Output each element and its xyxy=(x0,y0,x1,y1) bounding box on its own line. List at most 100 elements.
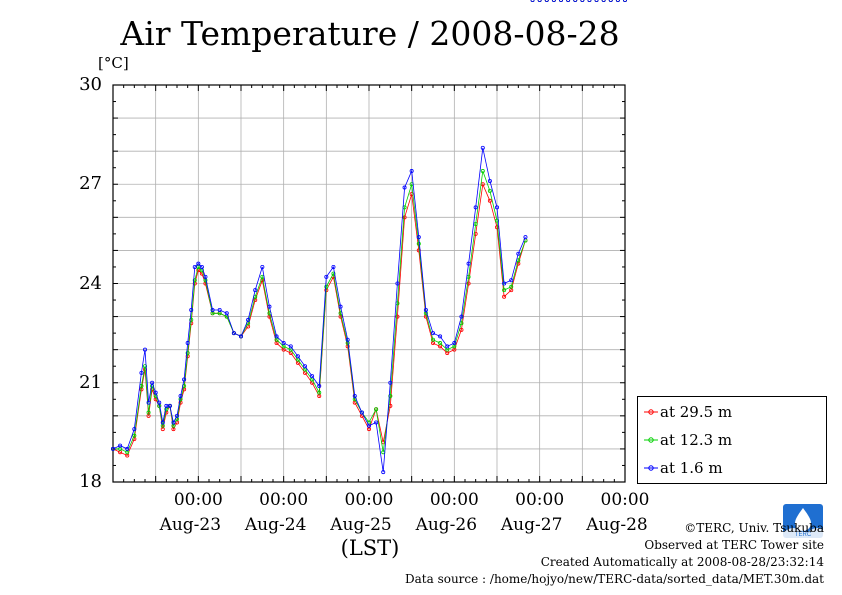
data-point xyxy=(153,390,158,395)
data-point xyxy=(402,215,407,220)
data-point xyxy=(171,420,176,425)
data-point xyxy=(174,413,179,418)
data-point xyxy=(331,271,336,276)
data-point xyxy=(246,317,251,322)
data-point xyxy=(452,341,457,346)
data-point xyxy=(345,337,350,342)
data-point xyxy=(210,307,215,312)
data-point xyxy=(459,327,464,332)
data-source-text: Data source : /home/hojyo/new/TERC-data/… xyxy=(405,572,824,586)
data-point xyxy=(167,403,172,408)
y-tick-label: 21 xyxy=(79,371,102,393)
chart-title: Air Temperature / 2008-08-28 xyxy=(120,14,620,53)
legend: at 29.5 m at 12.3 m at 1.6 m xyxy=(637,396,827,484)
data-point xyxy=(324,284,329,289)
data-point xyxy=(374,420,379,425)
data-point xyxy=(388,380,393,385)
data-point xyxy=(111,446,116,451)
data-point xyxy=(185,341,190,346)
data-point xyxy=(423,307,428,312)
x-tick-time-label: 00:00 xyxy=(600,490,650,510)
legend-marker-green xyxy=(644,437,658,443)
data-point xyxy=(217,307,222,312)
data-point xyxy=(587,0,592,2)
data-point xyxy=(409,169,414,174)
data-point xyxy=(466,261,471,266)
data-point xyxy=(274,334,279,339)
data-point xyxy=(281,341,286,346)
created-text: Created Automatically at 2008-08-28/23:3… xyxy=(540,555,824,569)
data-point xyxy=(178,393,183,398)
data-point xyxy=(146,410,151,415)
data-point xyxy=(381,470,386,475)
data-point xyxy=(487,198,492,203)
copyright-text: ©TERC, Univ. Tsukuba xyxy=(684,521,824,535)
data-point xyxy=(185,350,190,355)
data-point xyxy=(366,423,371,428)
data-point xyxy=(199,264,204,269)
data-point xyxy=(118,443,123,448)
x-tick-date-label: Aug-26 xyxy=(415,515,478,535)
x-tick-date-label: Aug-24 xyxy=(244,515,307,535)
x-tick-time-label: 00:00 xyxy=(259,490,309,510)
data-point xyxy=(473,205,478,210)
data-point xyxy=(573,0,578,2)
x-tick-time-label: 00:00 xyxy=(429,490,479,510)
data-point xyxy=(416,241,421,246)
data-point xyxy=(438,341,443,346)
data-point xyxy=(388,393,393,398)
data-point xyxy=(509,278,514,283)
x-tick-date-label: Aug-27 xyxy=(500,515,563,535)
data-point xyxy=(502,288,507,293)
data-point xyxy=(260,264,265,269)
data-point xyxy=(601,0,606,2)
legend-label: at 1.6 m xyxy=(660,459,723,477)
data-point xyxy=(530,0,535,2)
x-tick-date-label: Aug-25 xyxy=(330,515,392,535)
data-point xyxy=(509,284,514,289)
data-point xyxy=(445,344,450,349)
data-point xyxy=(192,264,197,269)
data-point xyxy=(480,169,485,174)
data-point xyxy=(559,0,563,2)
y-tick-label: 27 xyxy=(79,173,102,195)
data-point xyxy=(494,205,499,210)
x-tick-time-label: 00:00 xyxy=(173,490,223,510)
data-point xyxy=(480,145,485,150)
series-line xyxy=(113,170,526,453)
data-point xyxy=(267,304,272,309)
y-tick-label: 30 xyxy=(79,74,102,95)
legend-marker-red xyxy=(644,409,658,415)
data-point xyxy=(146,400,151,405)
observed-text: Observed at TERC Tower site xyxy=(644,538,824,552)
data-point xyxy=(331,264,336,269)
legend-marker-blue xyxy=(644,465,658,471)
legend-label: at 12.3 m xyxy=(660,431,733,449)
data-point xyxy=(192,278,197,283)
data-point xyxy=(189,307,194,312)
data-point xyxy=(594,0,599,2)
legend-label: at 29.5 m xyxy=(660,403,733,421)
data-point xyxy=(459,314,464,319)
y-axis-unit: [°C] xyxy=(98,54,129,72)
x-tick-date-label: Aug-23 xyxy=(159,515,222,535)
data-point xyxy=(438,334,443,339)
data-point xyxy=(338,304,343,309)
data-point xyxy=(352,393,357,398)
data-point xyxy=(324,274,329,279)
data-point xyxy=(288,344,293,349)
data-point xyxy=(224,311,229,316)
data-point xyxy=(310,374,315,379)
data-point xyxy=(142,364,147,369)
data-point xyxy=(402,185,407,190)
data-point xyxy=(142,347,147,352)
data-point xyxy=(430,331,435,336)
x-tick-time-label: 00:00 xyxy=(515,490,565,510)
data-point xyxy=(430,337,435,342)
data-point xyxy=(487,188,492,193)
data-point xyxy=(395,314,400,319)
data-point xyxy=(580,0,585,2)
data-point xyxy=(157,400,162,405)
x-tick-time-label: 00:00 xyxy=(344,490,394,510)
data-point xyxy=(416,235,421,240)
